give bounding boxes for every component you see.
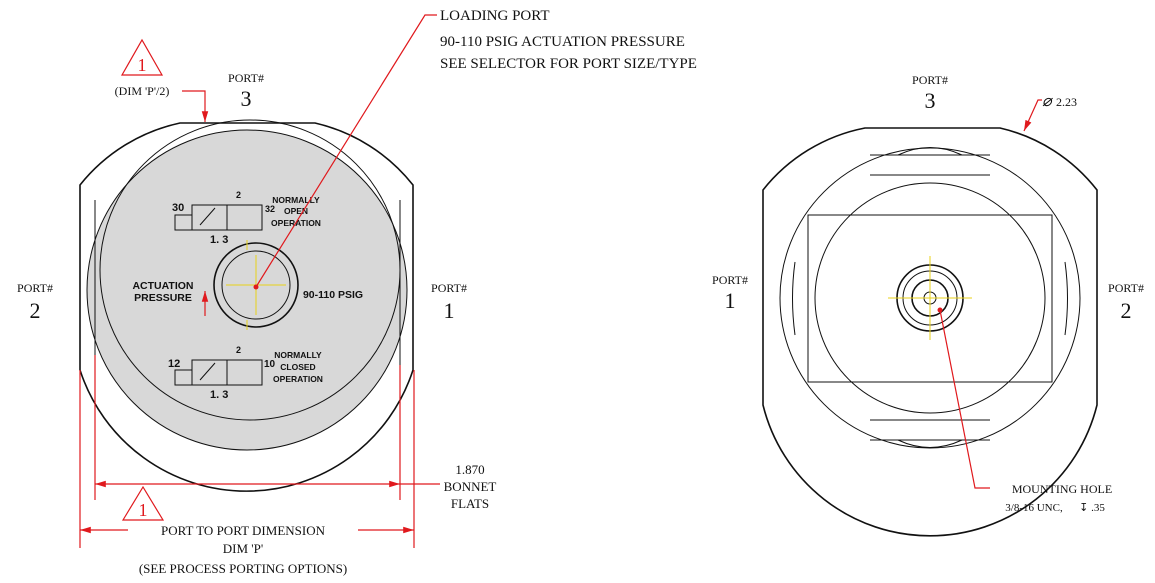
diameter-symbol: ⌀ — [1042, 93, 1053, 110]
port-num: 1. 3 — [210, 389, 228, 401]
port-number: 3 — [241, 86, 252, 111]
dimension-text: 2.23 — [1056, 95, 1077, 109]
port-label: PORT# — [17, 281, 53, 295]
port-number: 1 — [444, 298, 455, 323]
valve-text: CLOSED — [280, 362, 315, 372]
exhaust-port: 32 — [265, 204, 275, 214]
note: (DIM 'P'/2) — [115, 84, 170, 98]
pressure-label: 90-110 PSIG — [303, 289, 363, 301]
port-num: 2 — [236, 345, 241, 355]
leader — [1024, 100, 1042, 131]
callouts-right: ⌀ 2.23 MOUNTING HOLE 3/8-16 UNC, ↧ .35 — [938, 93, 1113, 514]
note: 90-110 PSIG ACTUATION PRESSURE — [440, 34, 685, 50]
pilot-port: 30 — [172, 202, 184, 214]
actuation-label: PRESSURE — [134, 292, 192, 304]
note: 3/8-16 UNC, — [1005, 502, 1063, 514]
dimension-text: FLATS — [451, 496, 489, 511]
note: SEE SELECTOR FOR PORT SIZE/TYPE — [440, 56, 697, 72]
actuation-label: ACTUATION — [132, 280, 193, 292]
port-label: PORT# — [912, 73, 948, 87]
right-view: PORT# 3 PORT# 1 PORT# 2 — [712, 73, 1144, 536]
exhaust-port: 10 — [264, 359, 276, 370]
port-label: PORT# — [431, 281, 467, 295]
drawing: 30 2 32 1. 3 NORMALLY OPEN OPERATION ACT… — [0, 0, 1155, 583]
revision-number: 1 — [138, 55, 147, 75]
valve-text: NORMALLY — [274, 350, 322, 360]
valve-text: OPEN — [284, 206, 308, 216]
port-number: 1 — [725, 288, 736, 313]
port-label: PORT# — [712, 273, 748, 287]
leader — [182, 91, 205, 122]
valve-text: OPERATION — [273, 374, 323, 384]
port-label: PORT# — [228, 71, 264, 85]
leader-dot — [938, 308, 943, 313]
leader-dot — [254, 285, 259, 290]
port-number: 3 — [925, 88, 936, 113]
port-number: 2 — [30, 298, 41, 323]
dimension-text: (SEE PROCESS PORTING OPTIONS) — [139, 561, 347, 576]
dimension-text: DIM 'P' — [223, 541, 263, 556]
note: MOUNTING HOLE — [1012, 482, 1112, 496]
port-label: PORT# — [1108, 281, 1144, 295]
pilot-port: 12 — [168, 358, 180, 370]
port-num: 2 — [236, 190, 241, 200]
note: ↧ .35 — [1079, 502, 1105, 514]
port-number: 2 — [1121, 298, 1132, 323]
dimension-text: BONNET — [444, 479, 497, 494]
port-num: 1. 3 — [210, 234, 228, 246]
dimension-text: PORT TO PORT DIMENSION — [161, 523, 326, 538]
note: LOADING PORT — [440, 8, 550, 24]
leader — [940, 310, 990, 488]
revision-number: 1 — [139, 500, 148, 520]
dimension-text: 1.870 — [455, 462, 484, 477]
